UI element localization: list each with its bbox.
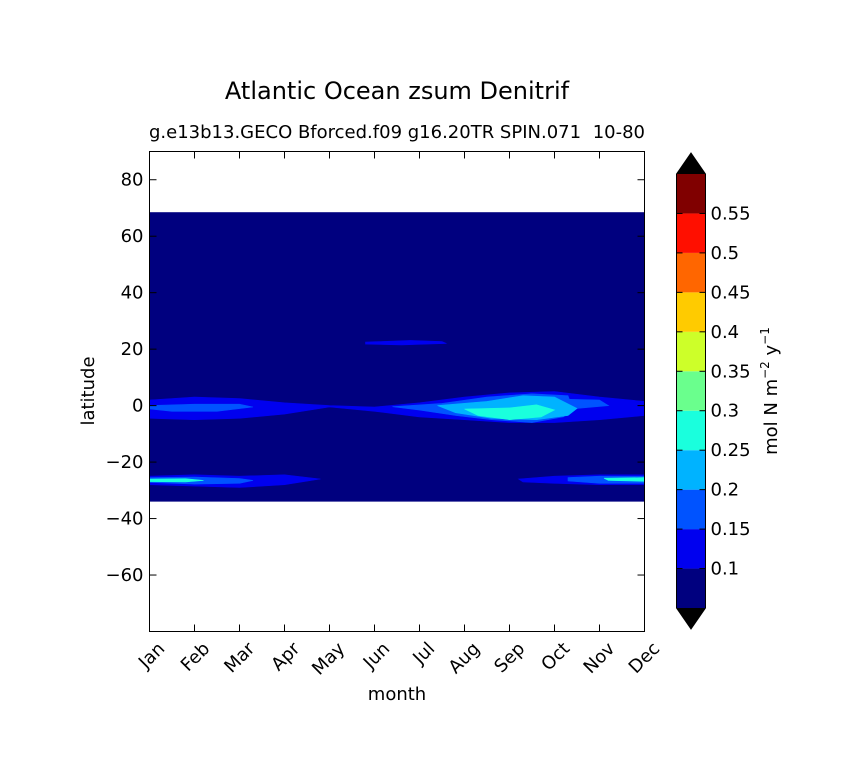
colorbar-segment-9 [676, 213, 706, 253]
colorbar-segment-3 [676, 450, 706, 490]
y-axis: 80 60 40 20 0 −20 −40 −60 [106, 170, 645, 586]
colorbar-segment-7 [676, 292, 706, 332]
colorbar: 0.1 0.15 0.2 0.25 0.3 0.35 0.4 0.45 0.5 0.55 [676, 152, 751, 630]
x-tick-label: Jan [134, 638, 169, 673]
x-tick-label: Feb [177, 638, 214, 675]
colorbar-tick-label: 0.45 [711, 282, 751, 303]
x-tick-label: Oct [537, 638, 574, 675]
colorbar-label-main: mol N m [761, 379, 782, 455]
colorbar-extend-min [676, 608, 706, 629]
x-tick-label: Jul [408, 638, 439, 669]
y-tick-label: 40 [121, 283, 144, 304]
colorbar-tick-label: 0.4 [711, 322, 740, 343]
colorbar-extend-max [676, 153, 706, 174]
contour-region-12 [365, 340, 447, 346]
colorbar-segment-6 [676, 331, 706, 372]
contour-region-1 [149, 403, 254, 412]
colorbar-outline [676, 152, 706, 630]
y-axis-label: latitude [78, 356, 99, 425]
chart-title: Atlantic Ocean zsum Denitrif [225, 77, 570, 105]
colorbar-tick-label: 0.1 [711, 559, 740, 580]
heatmap-background-level [149, 212, 645, 502]
colorbar-label-mid: y [761, 344, 782, 361]
y-tick-label: 60 [121, 226, 144, 247]
contour-region-11 [603, 477, 645, 482]
colorbar-tick-label: 0.25 [711, 440, 751, 461]
colorbar-tick-label: 0.55 [711, 203, 751, 224]
contour-region-5 [464, 404, 556, 421]
x-tick-label: Apr [267, 638, 304, 675]
y-tick-label: 0 [132, 396, 143, 417]
colorbar-segment-4 [676, 410, 706, 451]
plot-area [149, 151, 645, 632]
y-tick-label: −40 [106, 509, 144, 530]
x-tick-label: Mar [220, 638, 259, 677]
x-axis-label: month [368, 684, 426, 705]
x-tick-label: May [308, 638, 349, 679]
colorbar-tick-label: 0.3 [711, 401, 740, 422]
colorbar-label-exp2: −1 [758, 327, 772, 345]
plot-frame [149, 151, 645, 632]
x-tick-label: Jun [359, 638, 394, 673]
chart-subtitle: g.e13b13.GECO Bforced.f09 g16.20TR SPIN.… [149, 122, 581, 143]
y-tick-label: 80 [121, 170, 144, 191]
colorbar-segment-1 [676, 529, 706, 569]
y-tick-label: −60 [106, 565, 144, 586]
x-tick-label: Sep [490, 638, 529, 677]
contour-region-8 [149, 478, 204, 483]
colorbar-tick-label: 0.35 [711, 361, 751, 382]
colorbar-segment-8 [676, 252, 706, 293]
colorbar-tick-label: 0.15 [711, 519, 751, 540]
colorbar-segment-10 [676, 174, 706, 214]
colorbar-tick-label: 0.5 [711, 243, 740, 264]
x-tick-label: Nov [580, 638, 620, 678]
x-tick-label: Aug [445, 638, 485, 678]
colorbar-tick-label: 0.2 [711, 480, 740, 501]
colorbar-segment-0 [676, 568, 706, 608]
y-tick-label: 20 [121, 339, 144, 360]
colorbar-label: mol N m−2 y−1 [758, 327, 782, 455]
colorbar-segment-5 [676, 371, 706, 411]
chart-subtitle-overlap: 10-80 [593, 122, 645, 143]
x-tick-label: Dec [625, 638, 664, 677]
colorbar-segment-2 [676, 489, 706, 530]
y-tick-label: −20 [106, 452, 144, 473]
colorbar-label-exp1: −2 [758, 361, 772, 379]
